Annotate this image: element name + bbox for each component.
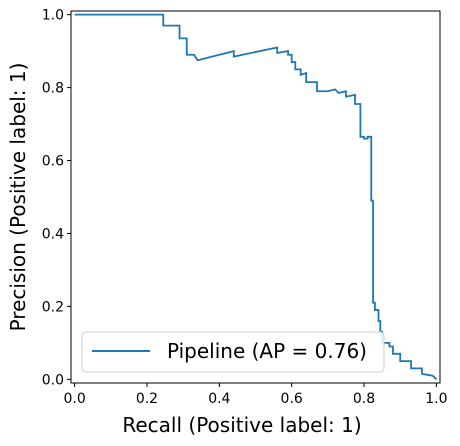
x-tick-label: 0.8 <box>353 391 375 407</box>
y-tick-label: 1.0 <box>42 8 64 24</box>
legend-box <box>81 331 385 373</box>
legend: Pipeline (AP = 0.76) <box>81 331 385 373</box>
x-tick-label: 0.6 <box>281 391 303 407</box>
x-axis-label: Recall (Positive label: 1) <box>122 413 361 437</box>
x-tick-label: 0.2 <box>136 391 158 407</box>
legend-entry-label: Pipeline (AP = 0.76) <box>167 339 367 363</box>
y-axis-ticks: 0.0 0.2 0.4 0.6 0.8 1.0 <box>42 8 71 388</box>
y-tick-label: 0.0 <box>42 372 64 388</box>
y-tick-label: 0.2 <box>42 299 64 315</box>
y-tick-label: 0.4 <box>42 226 64 242</box>
x-axis-ticks: 0.0 0.2 0.4 0.6 0.8 1.0 <box>63 383 448 407</box>
plot-frame <box>70 10 441 384</box>
x-tick-label: 0.4 <box>208 391 230 407</box>
y-axis-label: Precision (Positive label: 1) <box>6 63 30 332</box>
y-tick-label: 0.6 <box>42 154 64 170</box>
y-tick-label: 0.8 <box>42 81 64 97</box>
pr-curve-series-0 <box>74 13 438 380</box>
x-tick-label: 1.0 <box>425 391 447 407</box>
curve-layer <box>74 13 438 380</box>
x-tick-label: 0.0 <box>63 391 85 407</box>
